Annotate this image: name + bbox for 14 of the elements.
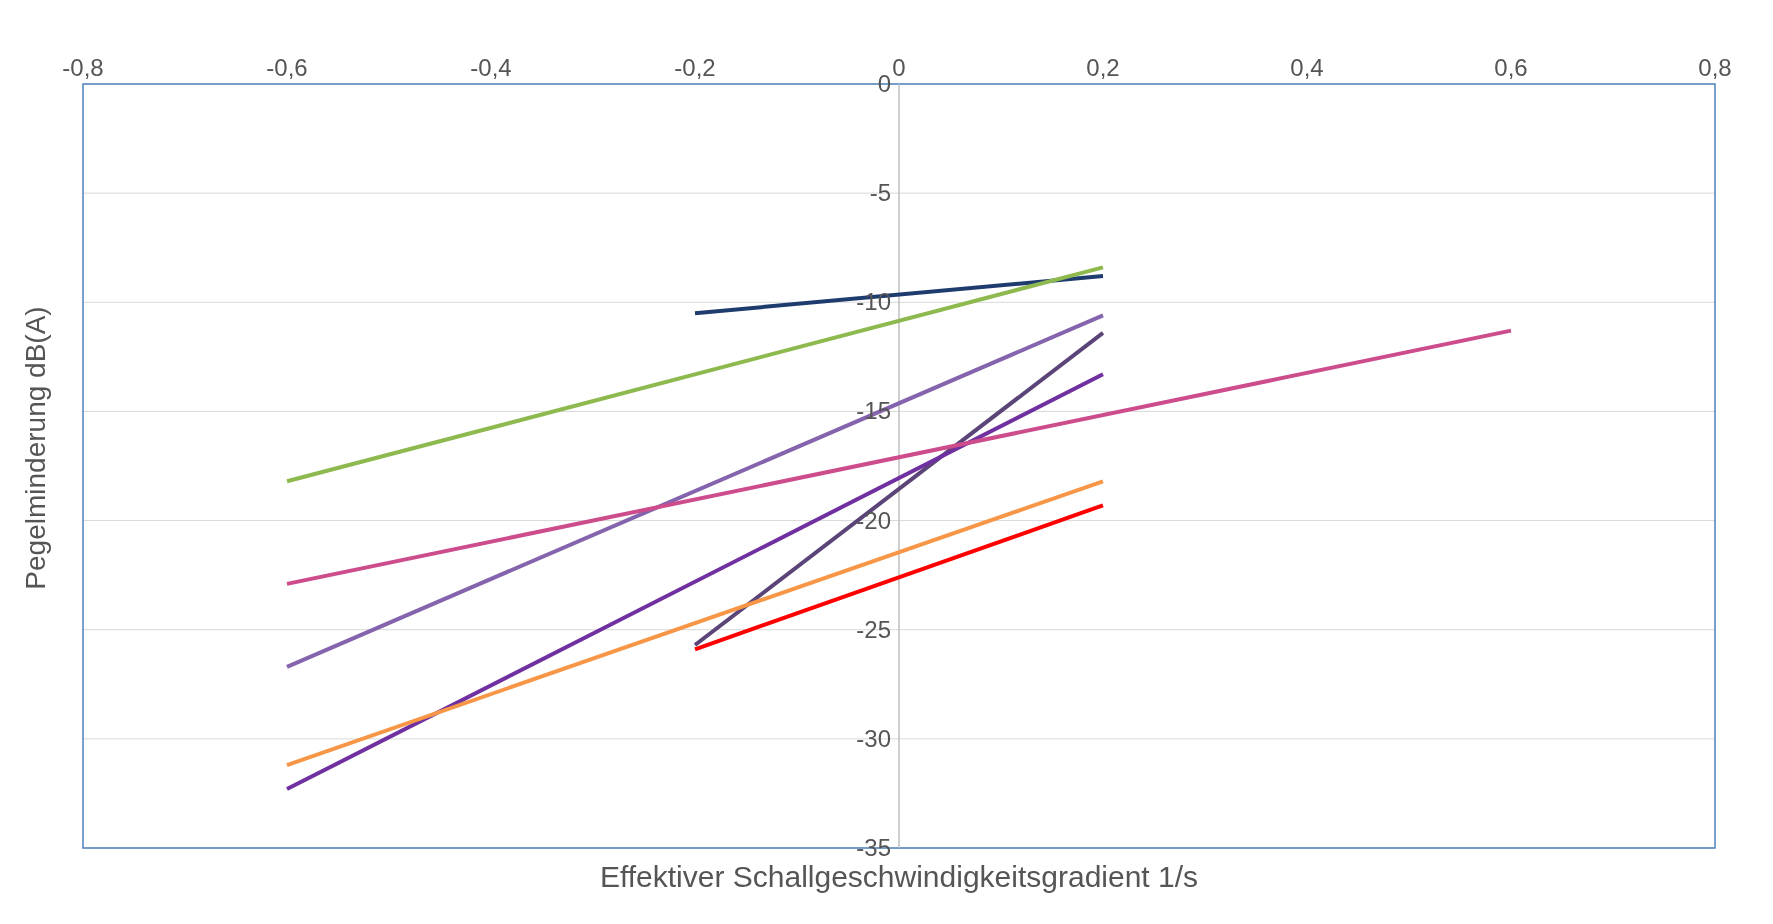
x-tick-label: 0,8: [1698, 54, 1732, 81]
y-axis-title: Pegelminderung dB(A): [20, 306, 52, 590]
x-tick-label: -0,4: [470, 54, 512, 81]
x-tick-label: 0,2: [1086, 54, 1120, 81]
x-tick-label: -0,8: [62, 54, 104, 81]
y-tick-label: -25: [856, 615, 891, 643]
y-tick-label: -5: [869, 179, 891, 207]
x-tick-label: 0,6: [1494, 54, 1528, 81]
x-tick-label: -0,6: [266, 54, 308, 81]
x-tick-label: 0,4: [1290, 54, 1324, 81]
x-tick-label: -0,2: [674, 54, 716, 81]
x-axis-title: Effektiver Schallgeschwindigkeitsgradient 1/s: [598, 860, 1200, 894]
y-tick-label: -30: [856, 724, 891, 752]
y-tick-label: -20: [856, 506, 891, 534]
